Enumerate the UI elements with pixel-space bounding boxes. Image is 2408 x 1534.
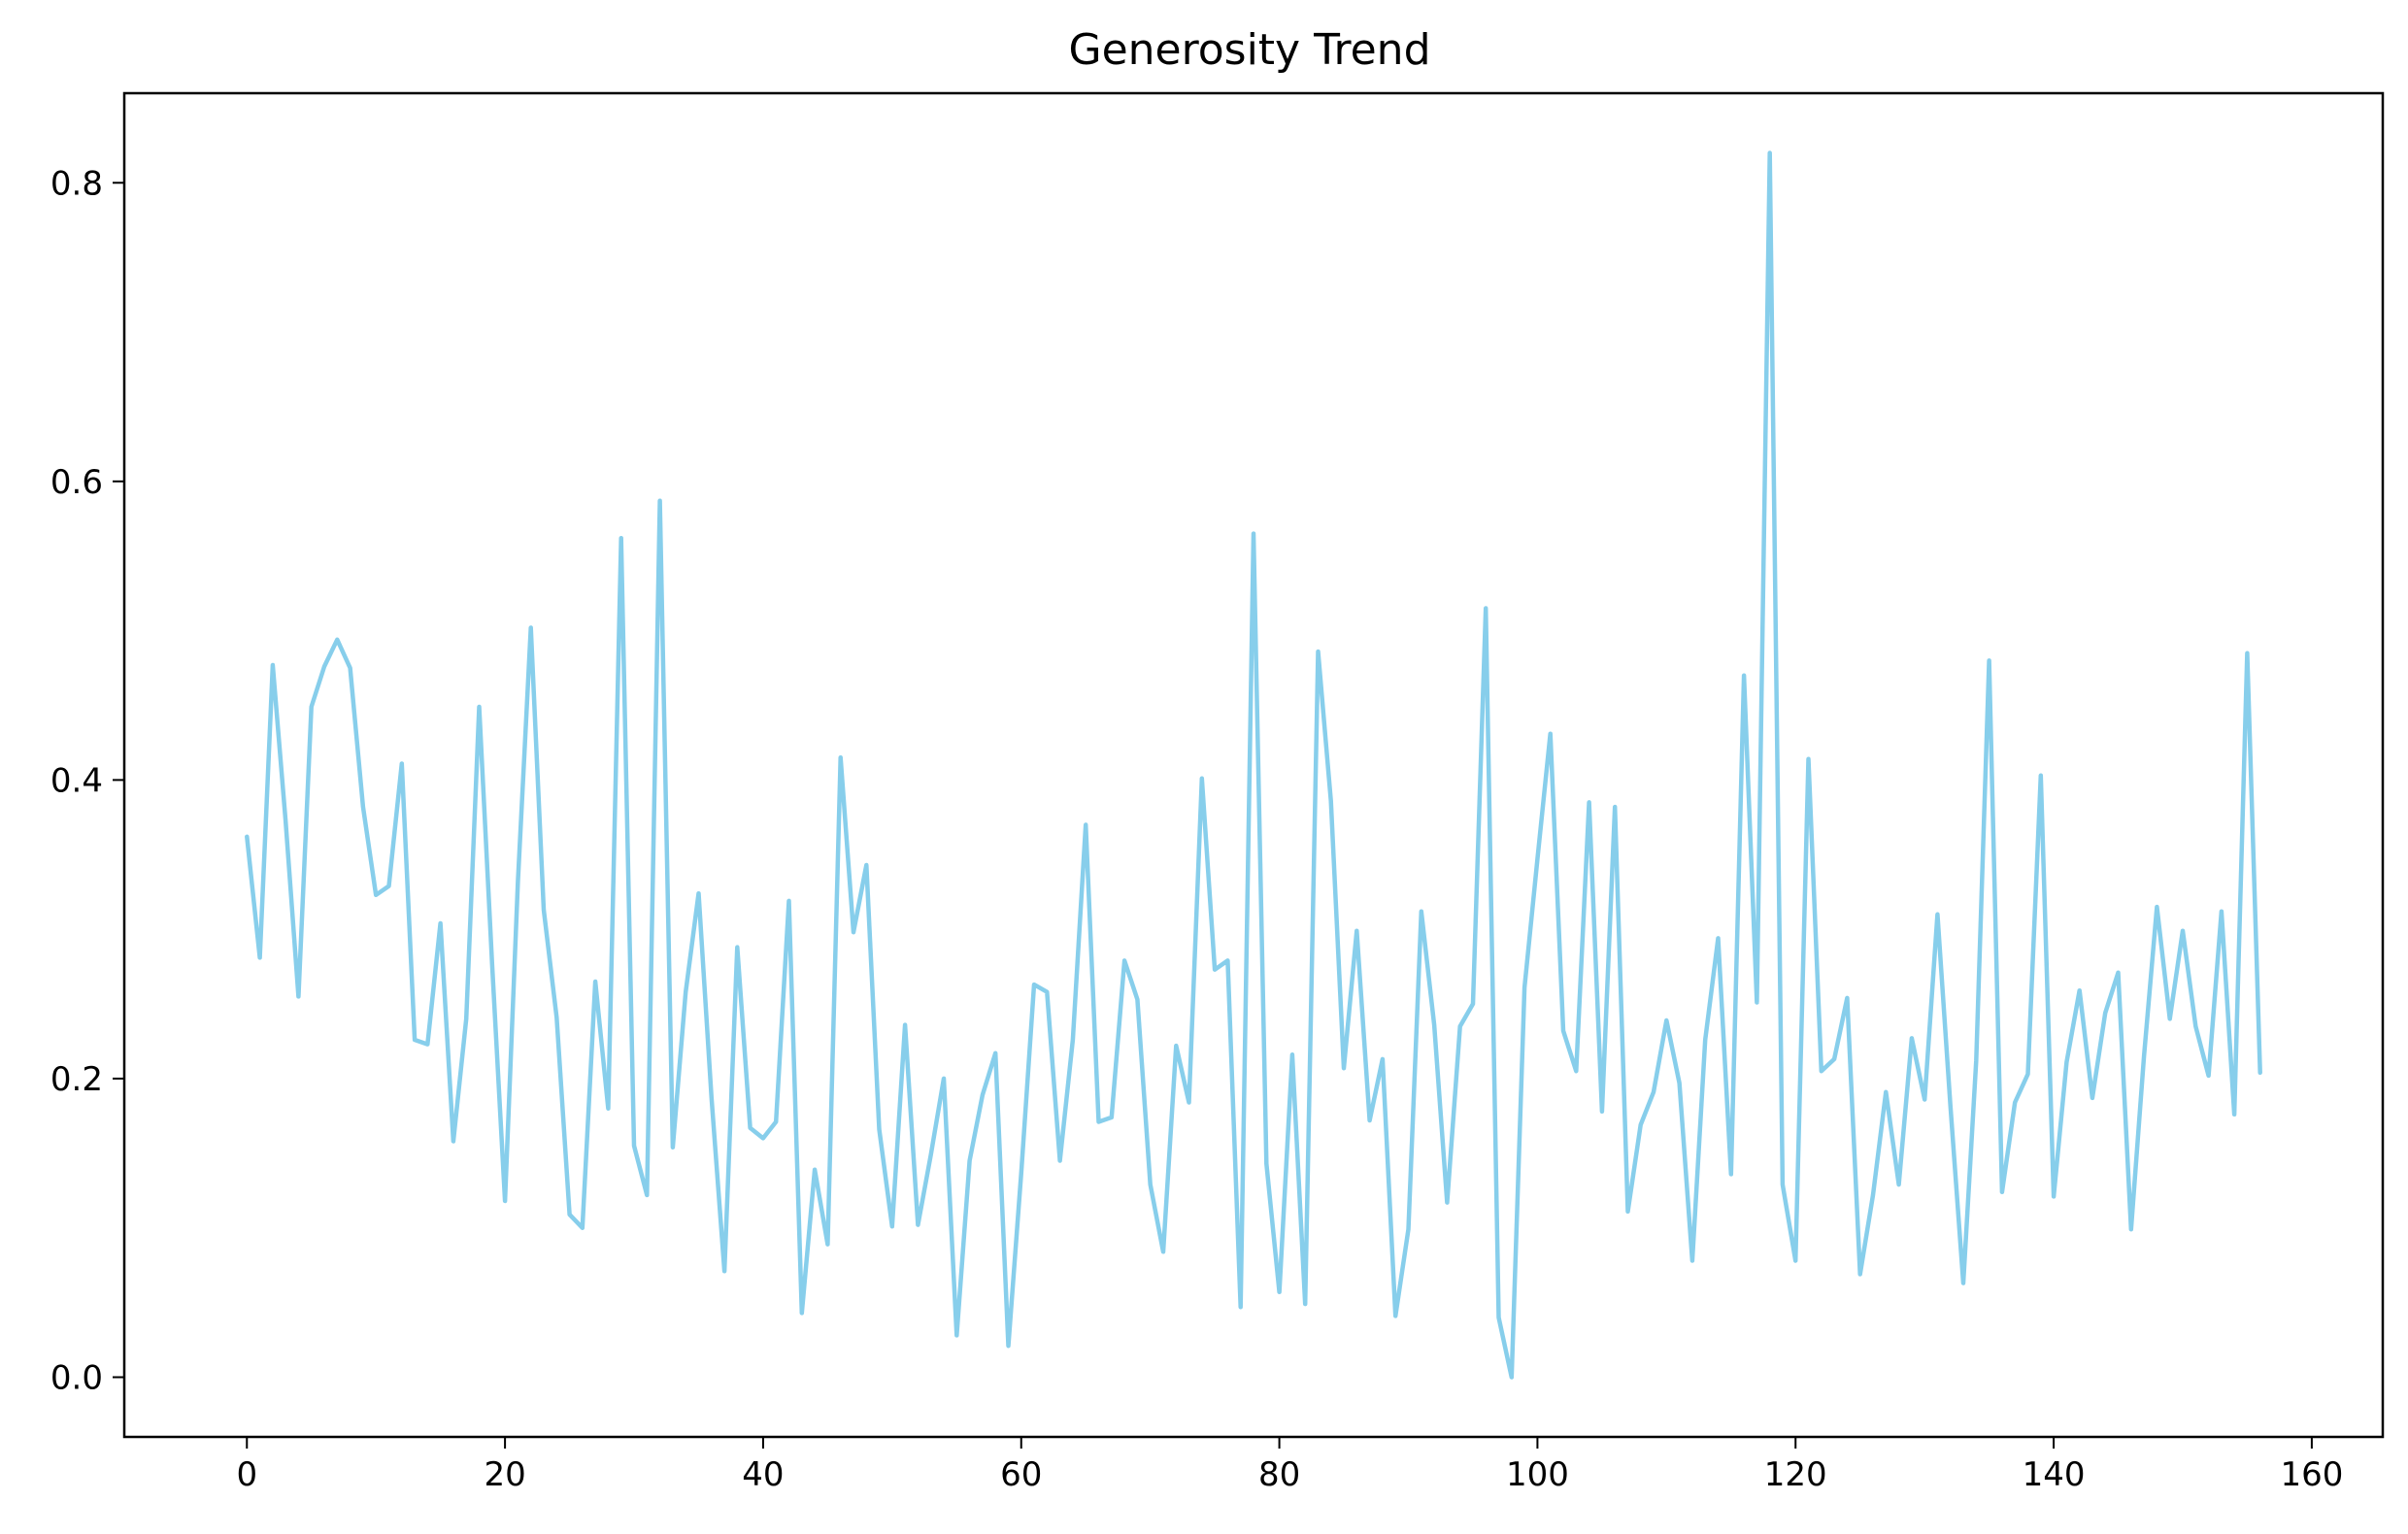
x-tick-label: 120 [1764, 1455, 1827, 1494]
x-tick-label: 80 [1258, 1455, 1300, 1494]
x-tick-label: 100 [1506, 1455, 1569, 1494]
x-tick-label: 40 [742, 1455, 784, 1494]
y-tick-label: 0.2 [50, 1060, 103, 1099]
y-tick-label: 0.0 [50, 1358, 103, 1397]
x-tick-label: 160 [2280, 1455, 2343, 1494]
y-tick-label: 0.6 [50, 463, 103, 502]
x-axis: 0 20 40 60 80 100 120 140 160 [236, 1437, 2343, 1494]
y-tick-label: 0.8 [50, 164, 103, 203]
x-tick-label: 20 [484, 1455, 525, 1494]
series-line [245, 150, 2262, 1380]
x-tick-label: 0 [236, 1455, 257, 1494]
y-tick-label: 0.4 [50, 761, 103, 800]
x-tick-label: 140 [2023, 1455, 2086, 1494]
chart-title: Generosity Trend [1068, 25, 1430, 75]
x-tick-label: 60 [1000, 1455, 1042, 1494]
y-axis: 0.0 0.2 0.4 0.6 0.8 [50, 164, 124, 1397]
plot-area [245, 150, 2262, 1380]
plot-frame [122, 91, 2385, 1439]
